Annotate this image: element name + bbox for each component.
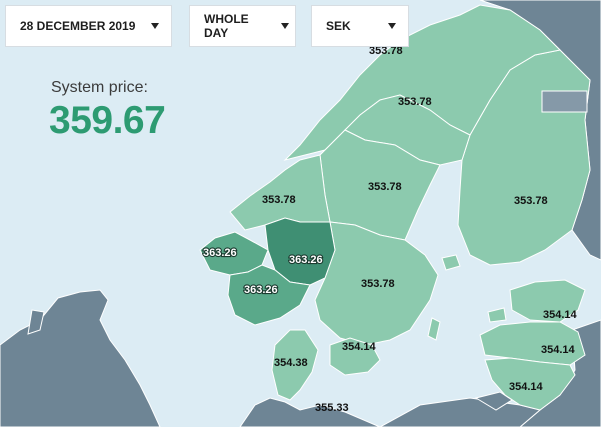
chevron-down-icon xyxy=(388,23,396,29)
price-label-no-sw: 363.26 xyxy=(203,247,237,259)
price-label-dk2: 354.14 xyxy=(342,341,377,353)
system-price-value: 359.67 xyxy=(49,99,166,142)
area-lt xyxy=(484,357,576,411)
price-label-se3: 353.78 xyxy=(361,278,395,290)
chevron-down-icon xyxy=(281,23,289,29)
uk-island xyxy=(27,309,45,335)
currency-select-value: SEK xyxy=(326,19,351,33)
price-label-de: 355.33 xyxy=(315,402,349,414)
inactive-area-box xyxy=(541,90,588,113)
bidding-areas xyxy=(199,4,591,411)
area-dk1 xyxy=(271,329,319,401)
price-label-fi: 353.78 xyxy=(514,195,548,207)
area-lv xyxy=(479,321,586,366)
price-label-se1: 353.78 xyxy=(398,96,432,108)
price-labels: 353.78 353.78 353.78 353.78 353.78 363.2… xyxy=(202,45,578,414)
price-label-no-e: 363.26 xyxy=(289,254,323,266)
germany-north xyxy=(239,397,381,427)
area-se3 xyxy=(314,221,439,346)
date-select-value: 28 DECEMBER 2019 xyxy=(20,19,136,33)
period-select[interactable]: WHOLE DAY xyxy=(189,5,296,47)
area-no-e xyxy=(264,217,336,286)
chevron-down-icon xyxy=(151,23,159,29)
price-label-se1-top: 353.78 xyxy=(369,45,403,57)
price-label-dk1: 354.38 xyxy=(274,357,308,369)
area-dk2 xyxy=(329,337,381,376)
island-gotland xyxy=(427,317,441,341)
price-label-ee: 354.14 xyxy=(543,309,578,321)
price-label-no-west: 353.78 xyxy=(262,194,296,206)
price-label-lt: 354.14 xyxy=(509,381,544,393)
area-ee xyxy=(509,279,586,323)
island-aland xyxy=(441,254,461,271)
currency-select[interactable]: SEK xyxy=(311,5,409,47)
price-label-se2: 353.78 xyxy=(368,181,402,193)
area-no-s xyxy=(227,264,311,326)
price-label-lv: 354.14 xyxy=(541,344,576,356)
date-select[interactable]: 28 DECEMBER 2019 xyxy=(5,5,172,47)
period-select-value: WHOLE DAY xyxy=(204,12,249,40)
island-saaremaa xyxy=(487,307,507,323)
price-label-no-s: 363.26 xyxy=(244,284,278,296)
area-no-sw xyxy=(199,231,269,276)
system-price-label: System price: xyxy=(51,79,148,96)
